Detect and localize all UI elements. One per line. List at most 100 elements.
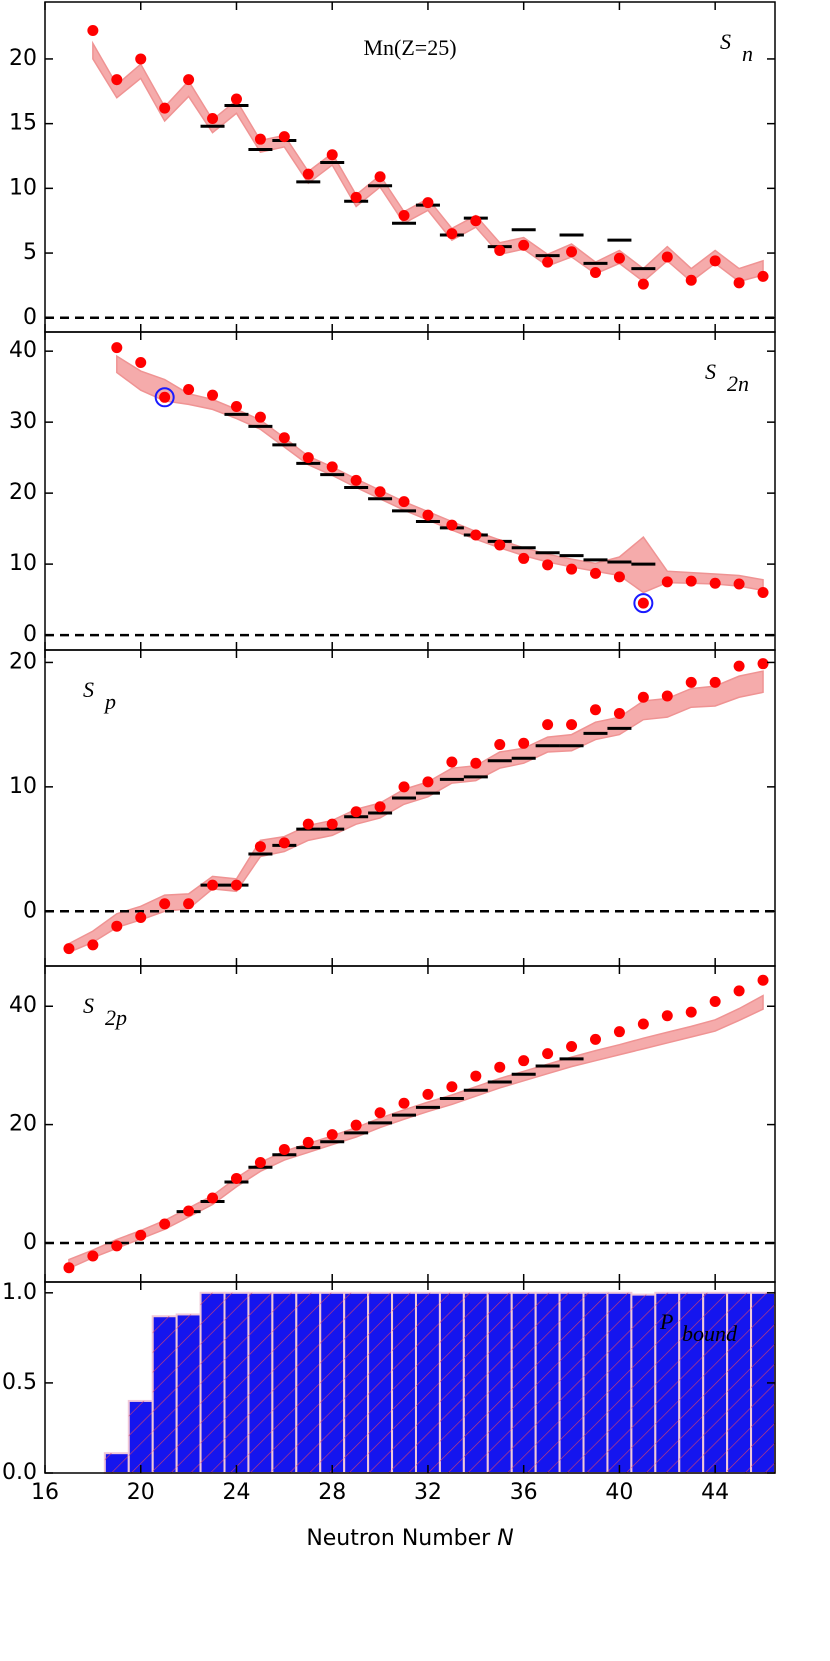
model-point [685,575,697,587]
model-point [87,24,99,36]
model-point [326,818,338,830]
y-tick-label: 30 [9,409,37,434]
panel-label: S [83,677,94,702]
model-point [207,879,219,891]
x-axis-label: Neutron Number N [306,1526,513,1551]
y-tick-label: 1.0 [2,1280,37,1305]
bar-hatch [128,1400,153,1473]
model-point [613,1026,625,1038]
model-point [709,676,721,688]
model-point [278,131,290,143]
bar-hatch [439,1292,464,1473]
model-point [183,1205,195,1217]
model-point [230,401,242,413]
bar-hatch [368,1292,393,1473]
x-tick-label: 24 [222,1480,250,1505]
model-point [207,1192,219,1204]
panel-label-sub: bound [682,1321,738,1346]
model-point [661,1010,673,1022]
model-point [757,587,769,599]
model-point [685,676,697,688]
y-tick-label: 0 [23,622,37,647]
x-tick-label: 20 [127,1480,155,1505]
x-tick-label: 32 [414,1480,442,1505]
model-point [135,53,147,65]
model-point [613,707,625,719]
model-point [518,239,530,251]
model-point [207,389,219,401]
panel-label: P [659,1309,673,1334]
model-point [494,539,506,551]
bar-hatch [248,1292,273,1473]
y-tick-label: 10 [9,774,37,799]
panel: 0.0 0.5 1.0 16 20 24 28 32 36 40 44 P bound Neutron N… [2,1280,776,1551]
bar-hatch [727,1292,752,1473]
model-point [422,1088,434,1100]
model-point [183,383,195,395]
model-point [518,737,530,749]
model-point [613,571,625,583]
model-point [733,985,745,997]
model-point [709,996,721,1008]
model-point [159,1218,171,1230]
model-point [230,93,242,105]
bar-hatch [679,1292,704,1473]
model-point [422,197,434,209]
model-point [494,1061,506,1073]
model-point [207,112,219,124]
model-point [709,577,721,589]
model-point [542,559,554,571]
model-point [566,563,578,575]
bar-hatch [751,1292,775,1473]
panel-label: S [705,359,716,384]
model-point [230,1172,242,1184]
y-tick-label: 40 [9,338,37,363]
model-point [230,879,242,891]
x-axis-label-var: N [497,1526,513,1551]
highlight-circle [633,593,654,614]
model-point [159,391,171,403]
model-point [661,251,673,263]
model-point [183,74,195,86]
model-point [757,658,769,670]
model-point [422,509,434,521]
model-point [422,776,434,788]
bar-hatch [272,1292,297,1473]
model-point [733,660,745,672]
model-point [637,1018,649,1030]
model-point [254,133,266,145]
model-point [685,1006,697,1018]
model-point [278,837,290,849]
model-point [757,270,769,282]
model-point [278,1143,290,1155]
panel-frame [44,1281,776,1474]
bar-hatch [200,1292,225,1473]
bar-hatch [631,1294,656,1473]
bar-hatch [583,1292,608,1473]
bar-hatch [392,1292,416,1473]
bar-hatch [463,1292,488,1473]
bar-hatch [320,1292,345,1473]
model-point [135,1229,147,1241]
model-point [446,756,458,768]
y-tick-label: 0.0 [2,1460,37,1485]
y-tick-label: 40 [9,993,37,1018]
y-tick-label: 20 [9,480,37,505]
model-point [589,1033,601,1045]
model-point [446,1081,458,1093]
model-point [398,210,410,222]
panel-label-sub: p [103,689,116,714]
model-point [398,1097,410,1109]
model-point [733,578,745,590]
model-point [494,739,506,751]
bar-hatch [655,1292,680,1473]
bar-hatch [559,1292,584,1473]
model-point [374,171,386,183]
model-point [685,274,697,286]
model-point [87,1250,99,1262]
x-axis-label-text: Neutron Number [306,1526,491,1551]
bar-hatch [415,1292,440,1473]
y-tick-label: 5 [23,240,37,265]
panel: 0 10 20 S p [9,649,776,967]
bar-hatch [224,1292,249,1473]
